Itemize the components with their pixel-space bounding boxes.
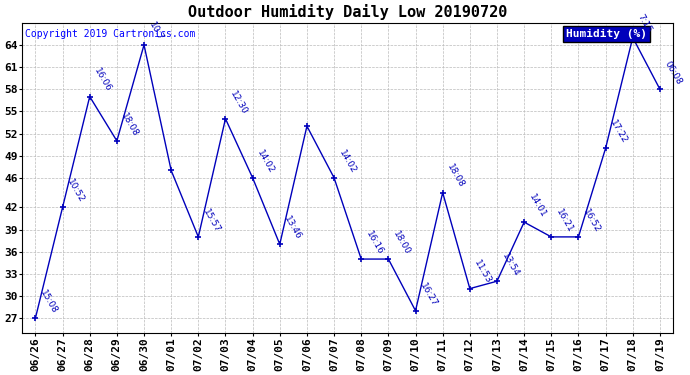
Text: 12:30: 12:30 [228,89,249,116]
Text: 10:52: 10:52 [66,178,86,205]
Text: 14:01: 14:01 [527,192,548,219]
Text: 17:22: 17:22 [609,119,629,146]
Title: Outdoor Humidity Daily Low 20190720: Outdoor Humidity Daily Low 20190720 [188,4,507,20]
Text: 18:08: 18:08 [446,163,466,190]
Text: 14:02: 14:02 [255,148,276,175]
Text: 16:06: 16:06 [92,67,113,94]
Text: 16:52: 16:52 [581,207,602,234]
Text: 16:16: 16:16 [364,230,385,256]
Text: 7:15: 7:15 [635,13,653,35]
Text: 16:27: 16:27 [418,281,439,308]
Text: Copyright 2019 Cartronics.com: Copyright 2019 Cartronics.com [25,29,195,39]
Text: 13:54: 13:54 [500,252,520,279]
Text: 16:21: 16:21 [554,207,575,234]
Text: 18:00: 18:00 [391,230,412,256]
Text: 13:46: 13:46 [282,215,303,242]
Text: 11:53: 11:53 [473,259,493,286]
Text: 10:7: 10:7 [147,20,165,42]
Text: 06:08: 06:08 [662,60,683,86]
Text: 14:02: 14:02 [337,148,357,175]
Text: 18:08: 18:08 [119,111,140,138]
Text: Humidity (%): Humidity (%) [566,29,647,39]
Text: 15:08: 15:08 [38,288,59,315]
Text: 15:57: 15:57 [201,207,221,234]
